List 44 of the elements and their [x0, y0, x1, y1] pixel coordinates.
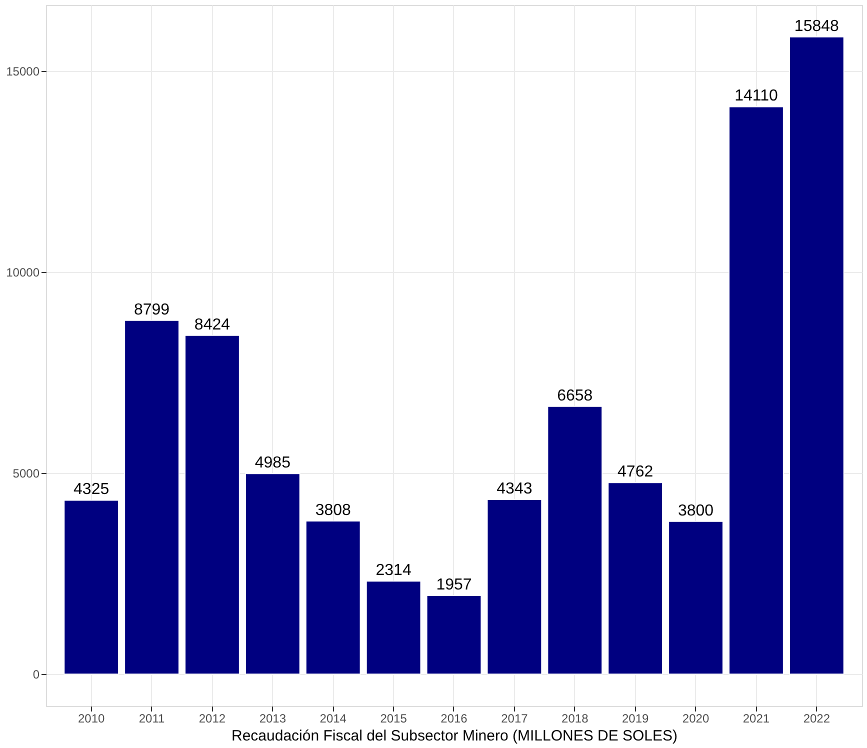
bar	[184, 334, 240, 675]
bar	[305, 520, 361, 675]
data-label: 4762	[618, 464, 654, 481]
data-label: 4343	[496, 480, 532, 498]
data-label: 4985	[254, 454, 291, 472]
x-tick-label: 2016	[440, 712, 468, 726]
bar	[608, 482, 664, 675]
x-tick-label: 2014	[320, 712, 347, 726]
bar	[64, 500, 120, 675]
bar	[486, 499, 542, 675]
x-tick-label: 2011	[138, 712, 165, 726]
x-tick-label: 2018	[562, 712, 589, 726]
x-tick-label: 2017	[501, 712, 528, 726]
bar	[366, 580, 422, 675]
data-label: 2314	[376, 562, 412, 580]
data-label: 3800	[678, 502, 714, 520]
bar	[244, 473, 300, 675]
bar	[788, 36, 844, 675]
bar	[668, 520, 724, 675]
data-label: 15848	[794, 18, 840, 35]
y-tick-label: 0	[32, 668, 40, 682]
bar	[547, 406, 603, 675]
data-label: 8424	[194, 316, 230, 334]
x-axis-title: Recaudación Fiscal del Subsector Minero (MILLONES DE SOLES)	[231, 728, 678, 744]
y-tick-label: 10000	[6, 266, 40, 280]
data-label: 4325	[74, 481, 110, 498]
x-tick-label: 2010	[78, 712, 106, 726]
bar	[728, 106, 784, 675]
bar	[124, 320, 180, 675]
y-tick-label: 5000	[12, 466, 40, 481]
y-tick-label: 15000	[6, 64, 40, 78]
x-tick-label: 2015	[380, 712, 408, 726]
data-label: 6658	[557, 387, 593, 404]
data-label: 14110	[734, 88, 778, 105]
x-tick-label: 2021	[742, 712, 770, 726]
data-label: 8799	[134, 301, 170, 318]
data-label: 1957	[436, 576, 472, 594]
data-label: 3808	[315, 502, 352, 520]
bar	[426, 594, 482, 675]
x-tick-label: 2022	[803, 712, 830, 726]
x-tick-label: 2012	[198, 712, 226, 726]
x-tick-label: 2020	[682, 712, 710, 726]
x-tick-label: 2019	[622, 712, 650, 726]
x-tick-label: 2013	[259, 712, 286, 726]
